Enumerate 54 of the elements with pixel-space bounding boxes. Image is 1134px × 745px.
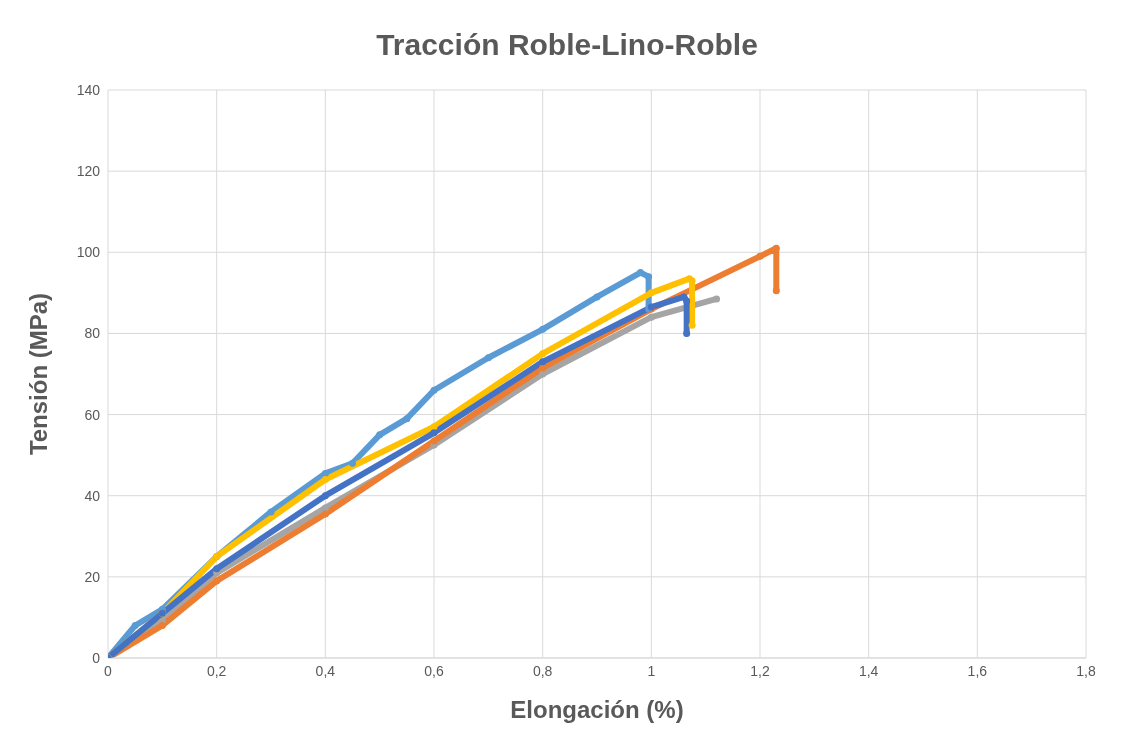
point [376, 431, 384, 439]
x-tick-label: 1,4 [858, 662, 879, 679]
y-tick-label: 40 [84, 487, 101, 504]
point [772, 244, 780, 252]
chart-title: Tracción Roble-Lino-Roble [375, 27, 759, 63]
x-tick-label: 0 [104, 662, 113, 679]
point [321, 504, 329, 512]
point [213, 565, 221, 573]
y-tick-label: 60 [84, 406, 101, 423]
x-tick-label: 0,4 [315, 662, 336, 679]
point [647, 313, 655, 321]
y-tick-label: 100 [76, 244, 101, 261]
point [539, 370, 547, 378]
x-axis-title: Elongación (%) [510, 696, 684, 723]
x-tick-label: 1,8 [1076, 662, 1096, 679]
y-tick-label: 0 [92, 649, 101, 666]
point [430, 423, 438, 431]
point [158, 622, 166, 630]
x-tick-label: 0,8 [532, 662, 553, 679]
y-tick-label: 80 [84, 325, 101, 342]
point [267, 508, 275, 516]
point [539, 325, 547, 333]
point [539, 350, 547, 358]
point [349, 459, 356, 467]
point [756, 252, 764, 260]
point [772, 287, 780, 295]
point [645, 273, 653, 281]
y-tick-label: 120 [76, 163, 101, 180]
point [539, 358, 547, 366]
point [484, 354, 492, 362]
point [131, 622, 139, 630]
point [213, 577, 221, 585]
point [321, 492, 329, 500]
point [321, 510, 329, 518]
y-tick-label: 20 [84, 568, 101, 585]
point [430, 386, 438, 394]
point [430, 429, 438, 437]
point [321, 469, 329, 477]
point [647, 289, 655, 297]
point [430, 437, 438, 445]
point [403, 415, 411, 423]
x-tick-label: 0,2 [206, 662, 227, 679]
point [713, 295, 721, 303]
point [321, 475, 329, 483]
point [593, 293, 601, 301]
y-axis-title: Tensión (MPa) [24, 292, 52, 456]
x-tick-label: 1,6 [967, 662, 988, 679]
x-tick-label: 1 [647, 662, 656, 679]
point [683, 297, 691, 305]
point [688, 321, 696, 329]
x-tick-label: 0,6 [424, 662, 444, 679]
y-tick-label: 140 [76, 81, 101, 98]
point [539, 364, 547, 372]
x-tick-label: 1,2 [750, 662, 770, 679]
